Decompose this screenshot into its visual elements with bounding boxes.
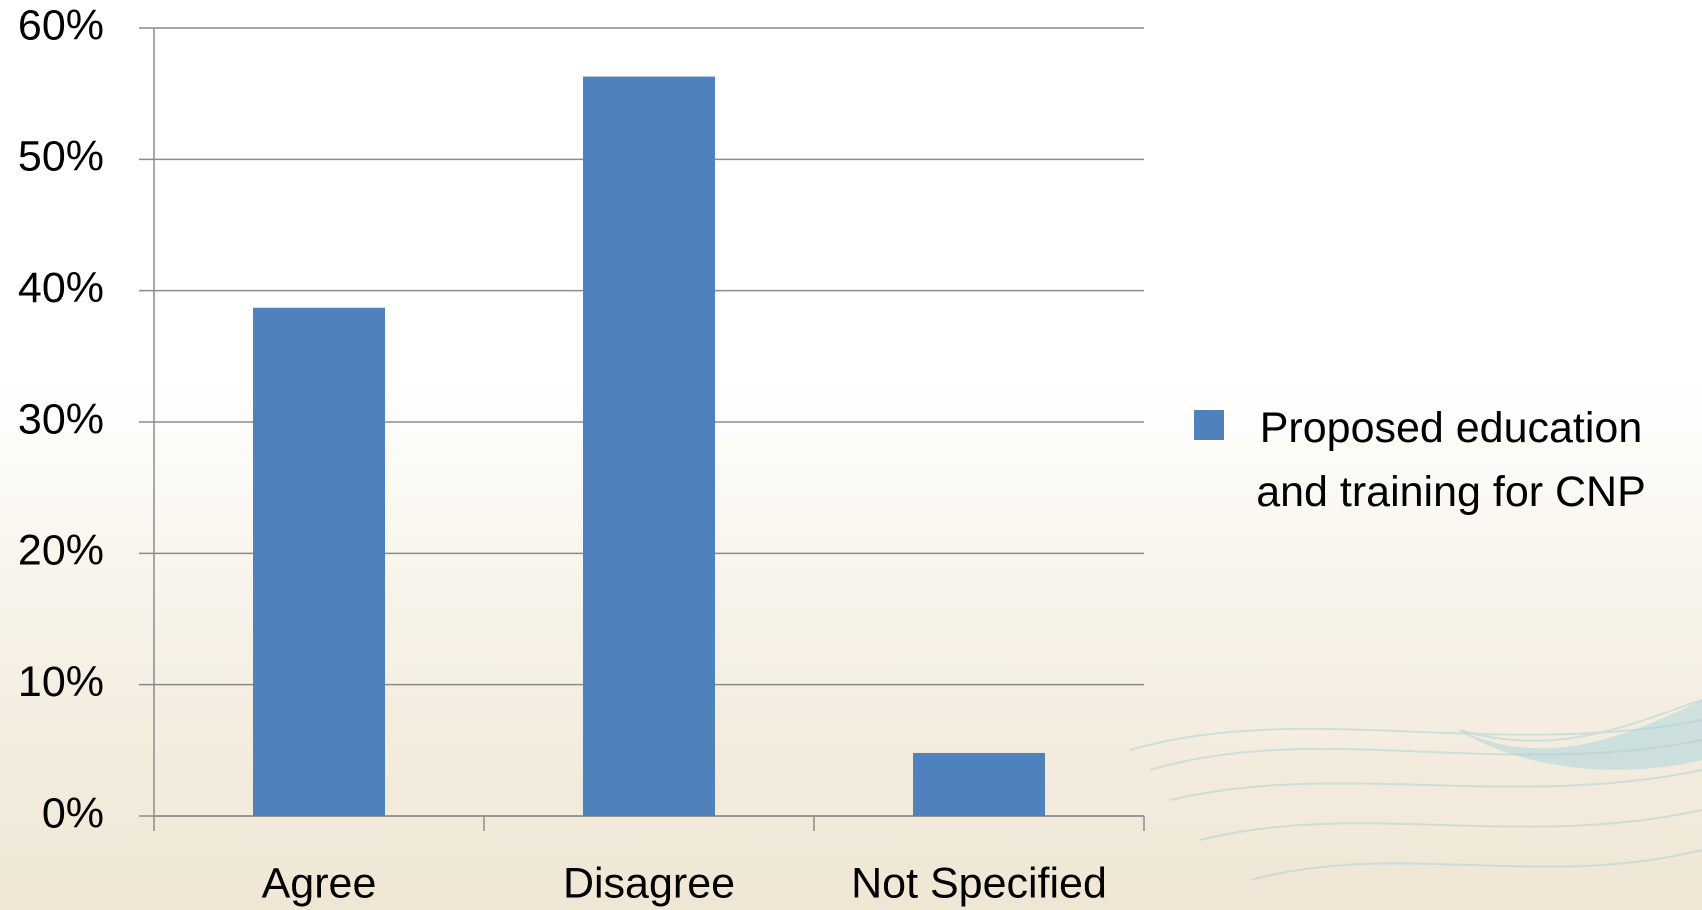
- y-tick-label: 40%: [18, 264, 104, 312]
- y-tick-label: 50%: [18, 133, 104, 181]
- y-tick-label: 60%: [18, 1, 104, 49]
- y-tick-label: 30%: [18, 395, 104, 443]
- legend-label: Proposed education and training for CNP: [1256, 404, 1646, 516]
- bar: [583, 76, 715, 817]
- bar: [253, 307, 385, 816]
- y-tick-label: 0%: [42, 789, 104, 837]
- plot: 0% 10% 20% 30% 40% 50% 60% Agree Disagree Not Spe…: [18, 1, 1224, 907]
- bar: [913, 752, 1045, 816]
- y-tick-label: 20%: [18, 527, 104, 575]
- x-tick-label: Not Specified: [851, 859, 1107, 907]
- x-tick-label: Disagree: [563, 859, 735, 907]
- x-tick-label: Agree: [262, 859, 377, 907]
- background-wave: [1455, 700, 1702, 770]
- legend-swatch: [1194, 410, 1224, 440]
- y-tick-label: 10%: [18, 658, 104, 706]
- background-waves: [1129, 699, 1702, 881]
